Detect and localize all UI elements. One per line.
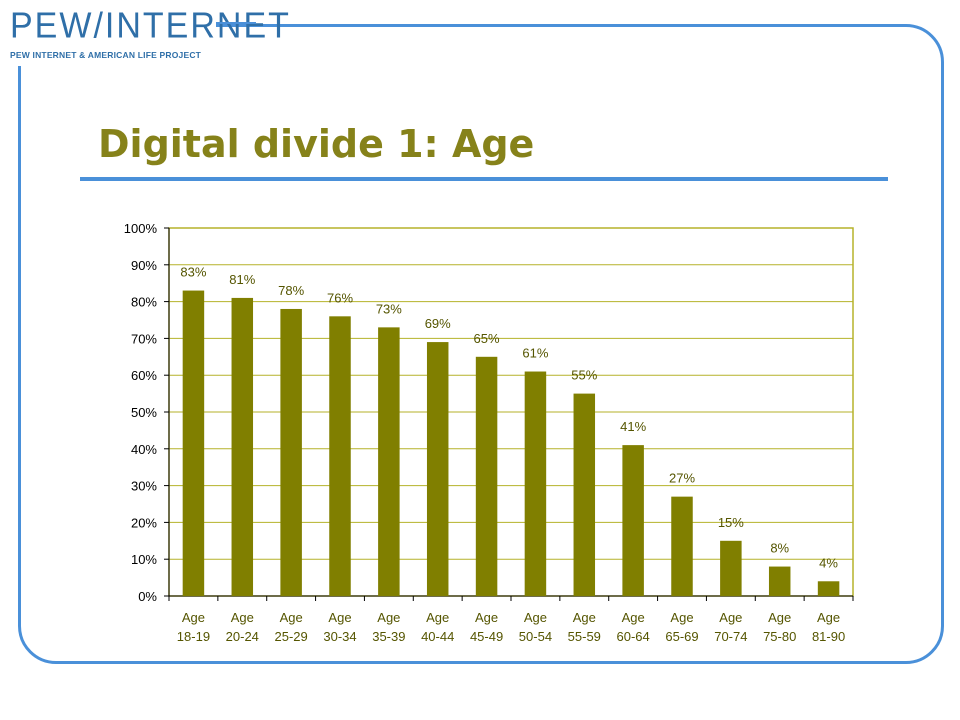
title-rule (80, 177, 888, 181)
bar (182, 290, 205, 596)
y-tick-label: 50% (131, 405, 157, 420)
x-tick-label: Age (817, 610, 840, 625)
data-label: 73% (376, 301, 402, 316)
x-tick-label: 25-29 (275, 629, 308, 644)
x-tick-label: 65-69 (665, 629, 698, 644)
bar (720, 540, 742, 596)
x-tick-label: 40-44 (421, 629, 454, 644)
bar (817, 581, 840, 596)
x-tick-label: 18-19 (177, 629, 210, 644)
data-label: 41% (620, 419, 646, 434)
y-tick-label: 80% (131, 295, 157, 310)
x-tick-label: Age (328, 610, 351, 625)
x-tick-label: Age (622, 610, 645, 625)
x-tick-label: 60-64 (617, 629, 650, 644)
bar (426, 342, 449, 596)
x-tick-label: Age (231, 610, 254, 625)
data-label: 81% (229, 272, 255, 287)
x-tick-label: Age (719, 610, 742, 625)
x-tick-label: 81-90 (812, 629, 845, 644)
x-tick-label: Age (524, 610, 547, 625)
data-label: 65% (474, 331, 500, 346)
x-tick-label: 20-24 (226, 629, 259, 644)
slide-frame (18, 24, 944, 664)
bar (475, 356, 498, 596)
x-tick-label: Age (475, 610, 498, 625)
bar (231, 297, 254, 596)
logo-area: PEW/INTERNET PEW INTERNET & AMERICAN LIF… (0, 0, 289, 66)
bar (573, 393, 596, 596)
bar (524, 371, 547, 596)
x-tick-label: 70-74 (714, 629, 747, 644)
bar (671, 496, 693, 596)
y-tick-label: 60% (131, 368, 157, 383)
y-tick-label: 100% (124, 221, 158, 236)
x-tick-label: 35-39 (372, 629, 405, 644)
page-title: Digital divide 1: Age (98, 122, 535, 166)
data-label: 15% (718, 515, 744, 530)
x-tick-label: Age (573, 610, 596, 625)
x-tick-label: 50-54 (519, 629, 552, 644)
x-tick-label: 55-59 (568, 629, 601, 644)
data-label: 8% (770, 541, 789, 556)
x-tick-label: Age (768, 610, 791, 625)
bar (329, 316, 351, 596)
data-label: 69% (425, 316, 451, 331)
y-tick-label: 30% (131, 479, 157, 494)
y-tick-label: 90% (131, 258, 157, 273)
x-tick-label: Age (377, 610, 400, 625)
y-tick-label: 0% (138, 589, 157, 604)
data-label: 61% (522, 346, 548, 361)
x-tick-label: 45-49 (470, 629, 503, 644)
data-label: 76% (327, 290, 353, 305)
bar (280, 308, 302, 596)
x-tick-label: Age (280, 610, 303, 625)
bar (378, 327, 400, 596)
x-tick-label: 75-80 (763, 629, 796, 644)
x-tick-label: Age (670, 610, 693, 625)
data-label: 55% (571, 368, 597, 383)
data-label: 83% (180, 265, 206, 280)
x-tick-label: Age (426, 610, 449, 625)
logo-rule (216, 22, 256, 24)
y-tick-label: 20% (131, 515, 157, 530)
y-tick-label: 10% (131, 552, 157, 567)
bar (768, 566, 791, 596)
bar (622, 445, 644, 596)
data-label: 4% (819, 555, 838, 570)
x-tick-label: Age (182, 610, 205, 625)
y-tick-label: 40% (131, 442, 157, 457)
data-label: 27% (669, 471, 695, 486)
x-tick-label: 30-34 (323, 629, 356, 644)
y-tick-label: 70% (131, 331, 157, 346)
logo-title: PEW/INTERNET (10, 6, 291, 46)
data-label: 78% (278, 283, 304, 298)
logo-subtitle: PEW INTERNET & AMERICAN LIFE PROJECT (10, 50, 202, 60)
